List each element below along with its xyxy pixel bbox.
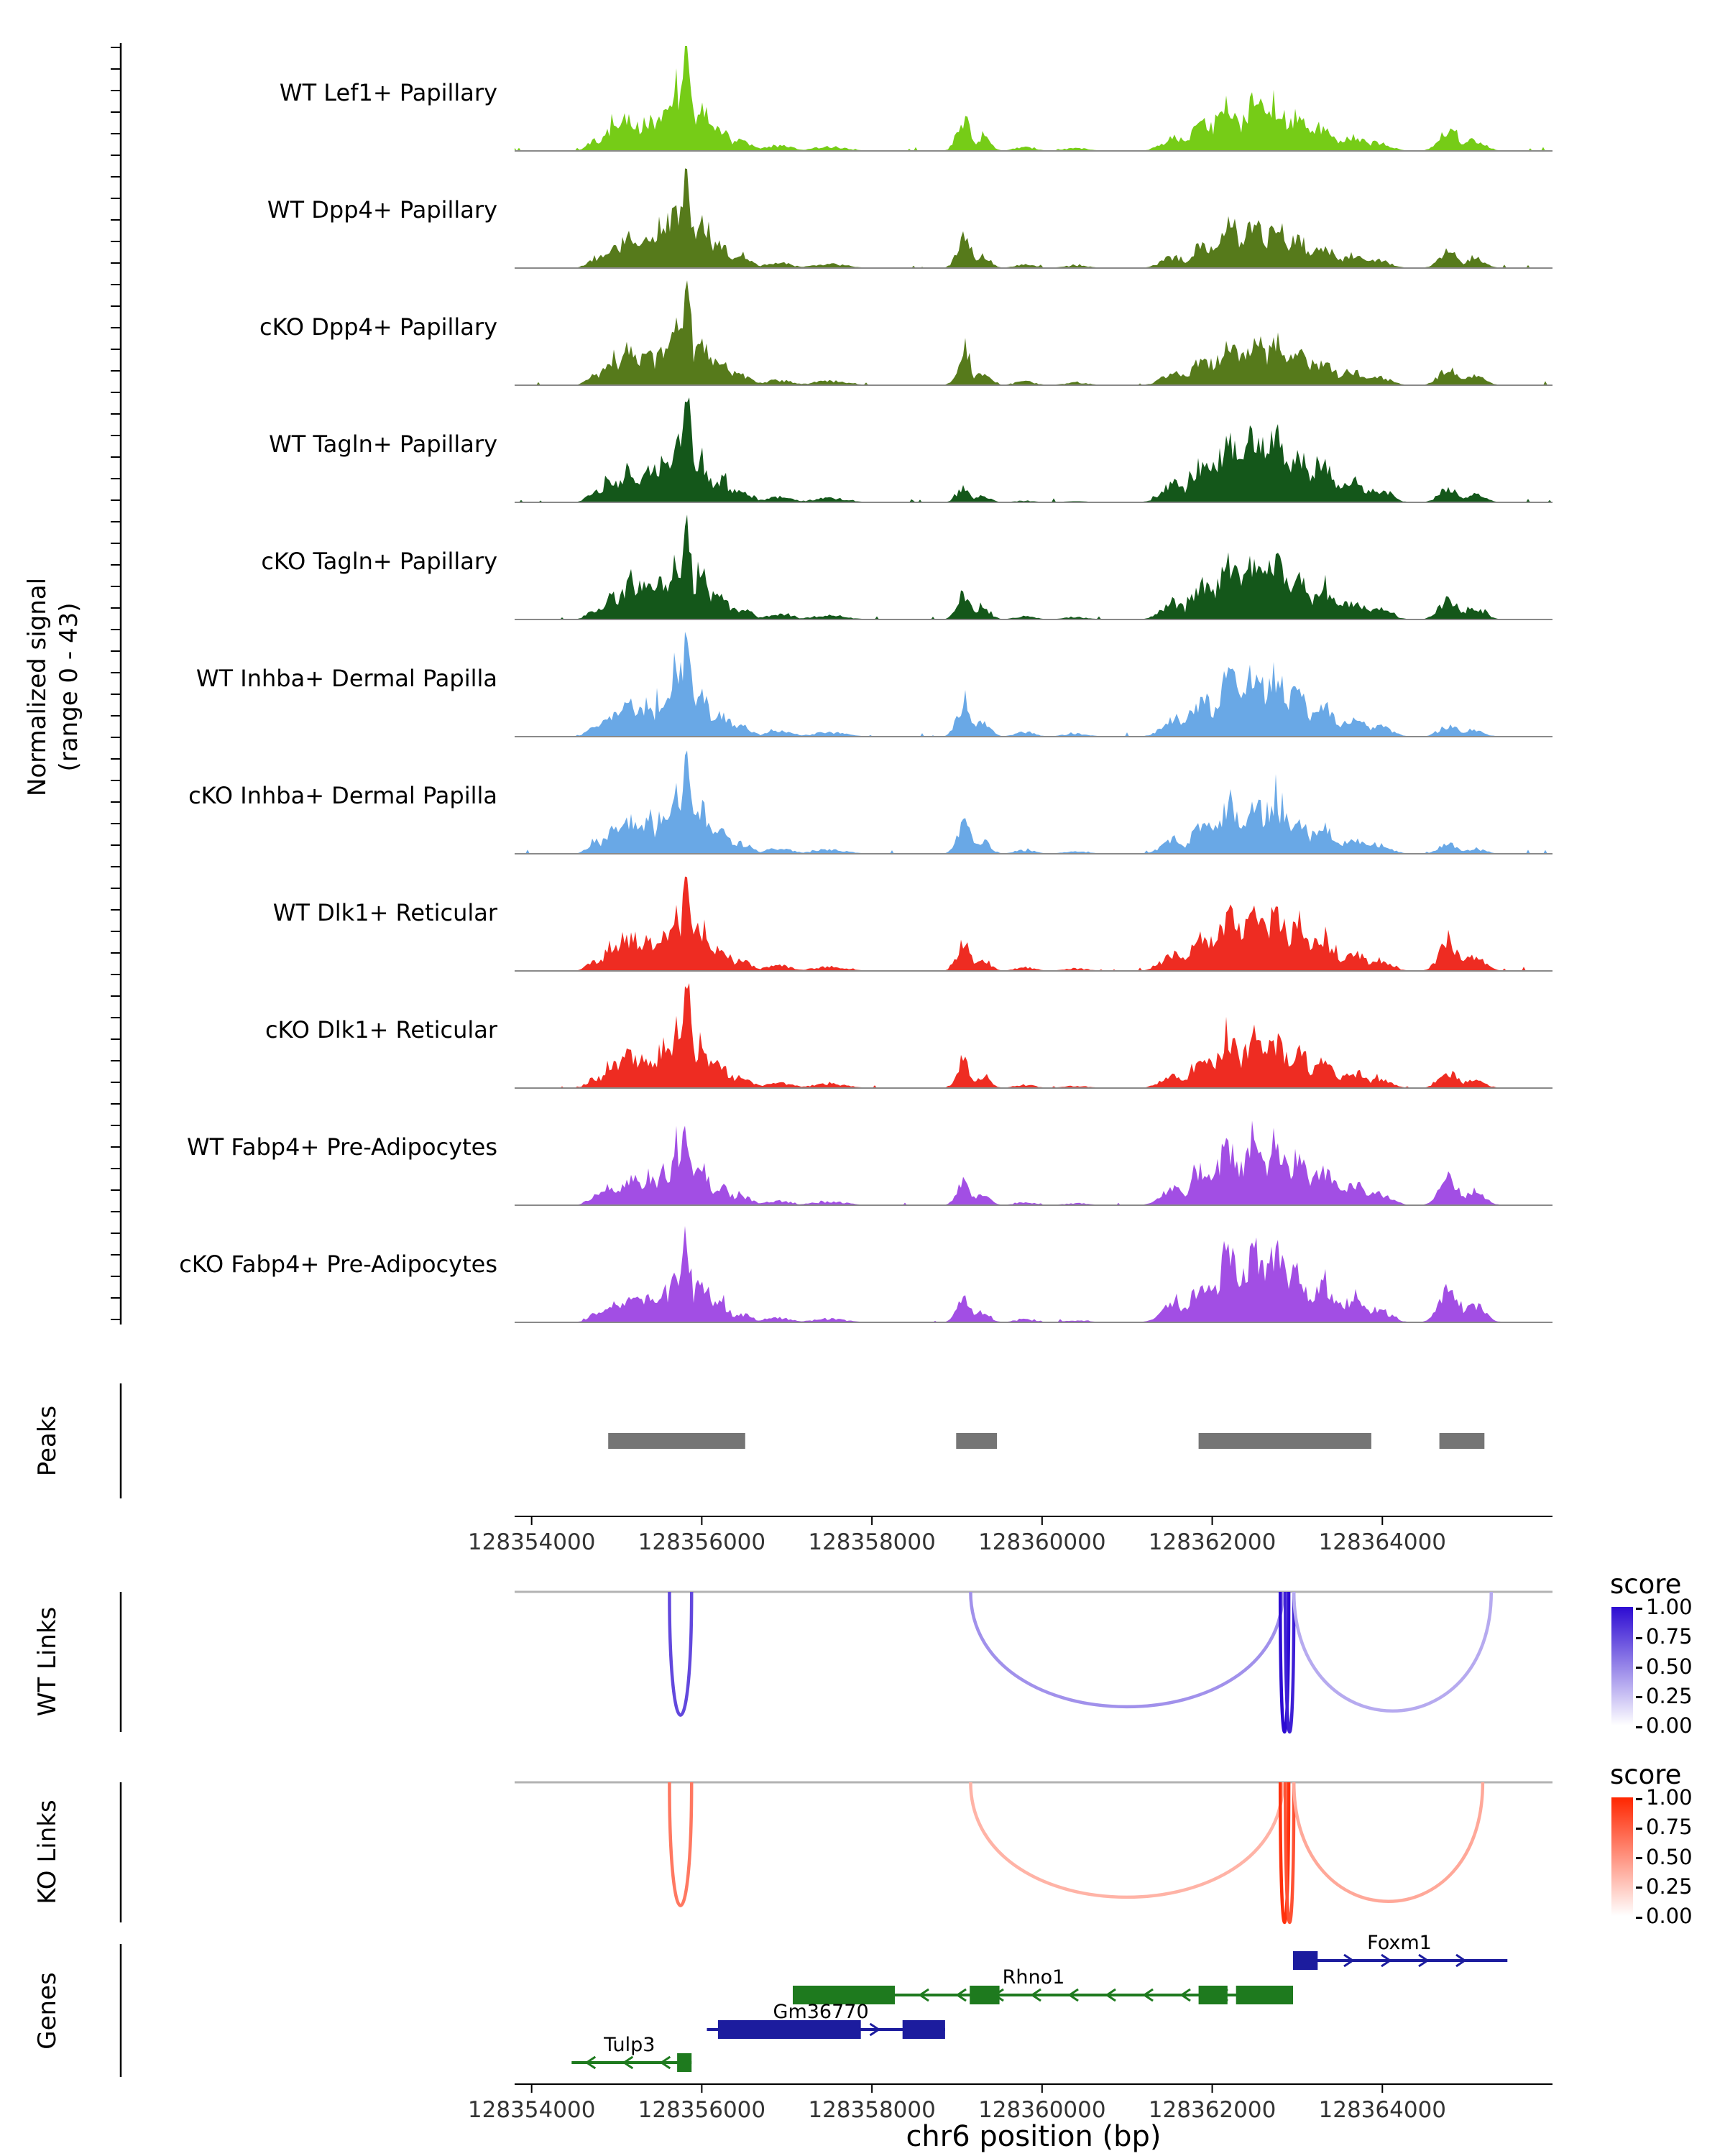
gene-strand-arrow <box>1455 1953 1467 1968</box>
track-label: WT Lef1+ Papillary <box>280 79 497 106</box>
signal-area <box>515 632 1552 737</box>
track-label: WT Inhba+ Dermal Papilla <box>196 665 497 692</box>
wt-score-gradient-bar <box>1611 1607 1633 1726</box>
peak-interval <box>1198 1433 1371 1449</box>
gene-label: Foxm1 <box>1367 1932 1432 1954</box>
track-label: cKO Dlk1+ Reticular <box>265 1016 498 1044</box>
legend-tick-label: 0.50 <box>1636 1654 1693 1679</box>
x-axis-tick-label: 128356000 <box>638 1529 766 1555</box>
link-arc <box>969 1591 1285 1709</box>
gene-exon <box>677 2053 692 2072</box>
gene-exon <box>1198 1986 1228 2004</box>
x-axis-tick-label: 128356000 <box>638 2097 766 2123</box>
legend-tick-label: 0.00 <box>1636 1713 1693 1738</box>
track-label: cKO Dpp4+ Papillary <box>259 313 497 341</box>
gene-strand-arrow <box>1067 1988 1079 2002</box>
signal-area <box>515 983 1552 1088</box>
gene-exon <box>717 2020 861 2039</box>
track-label: cKO Inhba+ Dermal Papilla <box>188 782 497 809</box>
link-arc <box>969 1782 1285 1899</box>
gene-strand-arrow <box>1381 1953 1392 1968</box>
gene-exon <box>1293 1951 1318 1970</box>
legend-tick-label: 1.00 <box>1636 1595 1693 1619</box>
peak-interval <box>1439 1433 1485 1449</box>
gene-strand-arrow <box>1343 1953 1355 1968</box>
gene-strand-arrow <box>1142 1988 1154 2002</box>
gene-exon <box>902 2020 945 2039</box>
link-arc <box>668 1591 694 1717</box>
gene-strand-arrow <box>869 2022 881 2037</box>
peak-interval <box>956 1433 998 1449</box>
x-axis-tick-label: 128360000 <box>978 1529 1106 1555</box>
signal-area <box>515 168 1552 268</box>
x-axis-tick-label: 128354000 <box>468 2097 596 2123</box>
x-axis-tick-label: 128360000 <box>978 2097 1106 2123</box>
signal-area <box>515 1120 1552 1205</box>
peak-interval <box>608 1433 745 1449</box>
x-axis-tick-label: 128354000 <box>468 1529 596 1555</box>
gene-strand-arrow <box>622 2055 634 2070</box>
track-label: WT Dlk1+ Reticular <box>273 899 498 926</box>
signal-area <box>515 515 1552 619</box>
gene-exon <box>1236 1986 1293 2004</box>
x-axis-tick-label: 128364000 <box>1319 1529 1447 1555</box>
legend-tick-label: 0.75 <box>1636 1624 1693 1649</box>
gene-label: Gm36770 <box>773 2001 869 2023</box>
legend-tick-label: 0.50 <box>1636 1845 1693 1869</box>
x-axis-tick-label: 128362000 <box>1149 2097 1276 2123</box>
legend-tick-label: 1.00 <box>1636 1785 1693 1810</box>
gene-strand-arrow <box>918 1988 929 2002</box>
legend-tick-label: 0.25 <box>1636 1874 1693 1899</box>
track-label: WT Dpp4+ Papillary <box>267 196 497 224</box>
link-arc <box>1278 1591 1291 1734</box>
link-arc <box>1292 1782 1485 1903</box>
x-axis-title: chr6 position (bp) <box>906 2120 1162 2153</box>
gene-exon <box>793 1986 895 2004</box>
signal-area <box>515 280 1552 385</box>
link-arc <box>1284 1782 1296 1925</box>
x-axis-tick-label: 128358000 <box>808 1529 936 1555</box>
gene-strand-arrow <box>1418 1953 1430 1968</box>
gene-strand-arrow <box>1030 1988 1041 2002</box>
legend-tick-label: 0.00 <box>1636 1904 1693 1928</box>
track-label: cKO Tagln+ Papillary <box>261 548 497 575</box>
x-axis-tick-label: 128362000 <box>1149 1529 1276 1555</box>
x-axis-tick-label: 128358000 <box>808 2097 936 2123</box>
link-arc <box>1284 1591 1296 1734</box>
link-arc <box>668 1782 694 1907</box>
gene-strand-arrow <box>1105 1988 1116 2002</box>
wt-score-legend: score 1.00 0.75 0.50 0.25 0.00 <box>1609 1569 1725 1738</box>
gene-strand-arrow <box>659 2055 671 2070</box>
gene-strand-arrow <box>1179 1988 1191 2002</box>
signal-area <box>515 397 1552 502</box>
track-label: cKO Fabp4+ Pre-Adipocytes <box>179 1250 497 1278</box>
legend-tick-label: 0.75 <box>1636 1815 1693 1839</box>
ko-score-gradient-bar <box>1611 1797 1633 1916</box>
signal-area <box>515 1225 1552 1322</box>
link-arc <box>1278 1782 1291 1925</box>
gene-strand-arrow <box>584 2055 597 2070</box>
gene-strand-arrow <box>955 1988 967 2002</box>
signal-area <box>515 46 1552 151</box>
ko-score-legend: score 1.00 0.75 0.50 0.25 0.00 <box>1609 1759 1725 1928</box>
legend-tick-label: 0.25 <box>1636 1684 1693 1708</box>
wt-score-legend-ticks: 1.00 0.75 0.50 0.25 0.00 <box>1636 1595 1725 1738</box>
ko-score-legend-ticks: 1.00 0.75 0.50 0.25 0.00 <box>1636 1785 1725 1928</box>
track-label: WT Fabp4+ Pre-Adipocytes <box>187 1133 497 1161</box>
signal-area <box>515 876 1552 971</box>
link-arc <box>1292 1591 1494 1713</box>
x-axis-tick-label: 128364000 <box>1319 2097 1447 2123</box>
gene-exon <box>970 1986 1000 2004</box>
track-label: WT Tagln+ Papillary <box>269 430 497 458</box>
gene-label: Tulp3 <box>603 2034 655 2056</box>
signal-area <box>515 750 1552 854</box>
gene-label: Rhno1 <box>1003 1966 1065 1989</box>
